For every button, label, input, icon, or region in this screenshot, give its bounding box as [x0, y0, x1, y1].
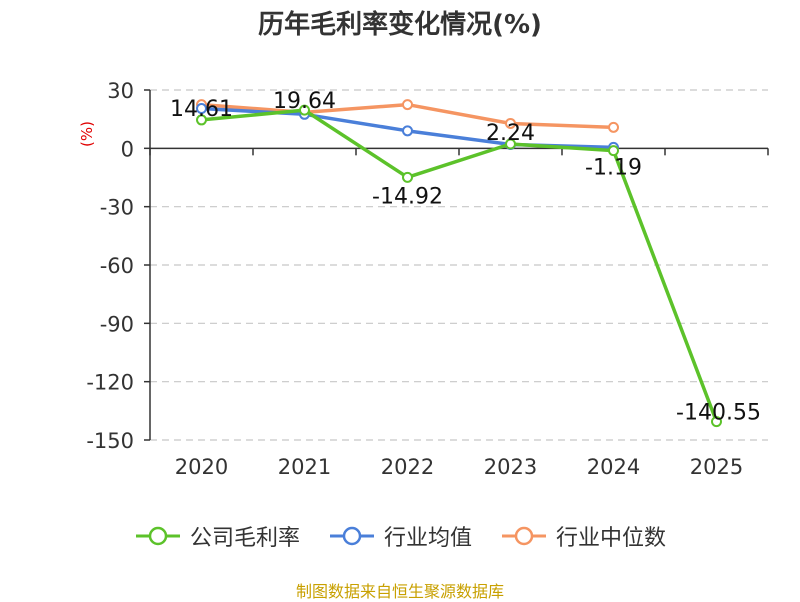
x-tick-label: 2020 [175, 455, 228, 479]
legend-label-company: 公司毛利率 [189, 526, 300, 551]
data-point [299, 104, 310, 116]
x-tick-label: 2025 [690, 455, 743, 479]
data-label: -14.92 [372, 184, 443, 209]
legend-label-industry-mean: 行业均值 [383, 526, 472, 551]
legend-item-company[interactable]: 公司毛利率 [134, 520, 300, 552]
legend-marker-company [135, 526, 180, 546]
data-point [196, 102, 207, 114]
data-point [196, 114, 207, 126]
data-label: -1.19 [585, 156, 642, 181]
source-note: 制图数据来自恒生聚源数据库 [295, 582, 504, 601]
legend-marker-industry-mean [329, 526, 374, 546]
data-point [608, 121, 619, 133]
data-label: 14.61 [170, 97, 233, 122]
legend-item-industry-median[interactable]: 行业中位数 [500, 520, 666, 552]
y-tick-label: -120 [86, 371, 134, 395]
legend: 公司毛利率 行业均值 行业中位数 [0, 520, 800, 552]
legend-marker-industry-median [502, 526, 546, 546]
data-label: 19.64 [273, 89, 336, 114]
y-tick-label: 0 [121, 137, 134, 161]
legend-item-industry-mean[interactable]: 行业均值 [328, 520, 472, 552]
y-tick-label: -30 [100, 196, 134, 220]
y-tick-label: -90 [100, 312, 134, 336]
data-point [505, 138, 516, 150]
x-tick-label: 2023 [484, 455, 537, 479]
data-point [402, 171, 413, 183]
data-point [505, 117, 516, 129]
y-tick-label: 30 [107, 79, 134, 103]
legend-label-industry-median: 行业中位数 [556, 526, 667, 551]
data-point [402, 99, 413, 111]
chart-title: 历年毛利率变化情况(%) [258, 10, 542, 40]
x-tick-label: 2021 [278, 455, 331, 479]
y-tick-label: -150 [86, 429, 134, 453]
data-label: -140.55 [676, 401, 761, 426]
data-label: 2.24 [486, 121, 535, 146]
y-tick-label: -60 [100, 254, 134, 278]
series-line-0 [201, 108, 719, 423]
x-tick-label: 2022 [381, 455, 434, 479]
data-point [711, 416, 722, 428]
data-point [608, 145, 619, 157]
x-tick-label: 2024 [587, 455, 640, 479]
data-point [402, 125, 413, 137]
